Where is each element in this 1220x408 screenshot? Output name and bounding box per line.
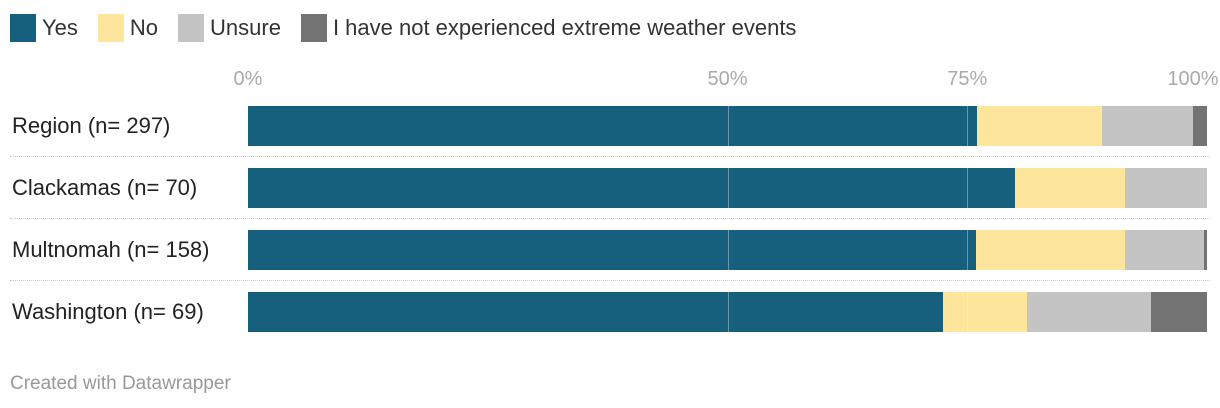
bar-segment xyxy=(248,168,1016,208)
bar-segment xyxy=(1125,230,1205,270)
x-tick-label: 0% xyxy=(233,68,263,90)
legend-swatch xyxy=(300,14,327,42)
legend-item: I have not experienced extreme weather e… xyxy=(300,14,797,42)
chart-row: Multnomah (n= 158) xyxy=(0,228,1220,272)
legend-swatch xyxy=(10,14,36,42)
chart-row: Clackamas (n= 70) xyxy=(0,166,1220,210)
bar-segment xyxy=(1124,168,1207,208)
bar-segment xyxy=(248,230,976,270)
credit-text: Created with Datawrapper xyxy=(10,373,231,394)
legend-label: No xyxy=(129,15,159,40)
row-separator xyxy=(10,218,1210,219)
bar-segment xyxy=(943,292,1027,332)
legend-swatch xyxy=(178,14,205,42)
bar-segment xyxy=(1015,168,1125,208)
category-label: Washington (n= 69) xyxy=(12,299,204,324)
category-label: Multnomah (n= 158) xyxy=(12,237,210,262)
x-axis-ticks: 0% 50% 75% 100% xyxy=(0,68,1220,98)
legend-item: Yes xyxy=(10,14,78,42)
legend-item: No xyxy=(97,14,159,42)
bar-segment xyxy=(1026,292,1152,332)
legend-label: Unsure xyxy=(210,15,281,40)
stacked-bar xyxy=(248,168,1207,208)
bar-segment xyxy=(248,292,944,332)
bar-segment xyxy=(1102,106,1193,146)
bar-segment xyxy=(248,106,977,146)
row-separator xyxy=(10,280,1210,281)
stacked-bar xyxy=(248,292,1207,332)
bar-segment xyxy=(976,106,1103,146)
chart-legend: Yes No Unsure I have not experienced extrem… xyxy=(10,12,816,44)
category-label: Clackamas (n= 70) xyxy=(12,175,198,200)
legend-item: Unsure xyxy=(178,14,281,42)
bar-segment xyxy=(1204,230,1207,270)
bar-segment xyxy=(1151,292,1207,332)
legend-swatch xyxy=(97,14,124,42)
x-tick-label: 50% xyxy=(707,68,748,90)
stacked-bar xyxy=(248,230,1207,270)
bar-segment xyxy=(1192,106,1207,146)
category-label: Region (n= 297) xyxy=(12,113,171,138)
bar-segment xyxy=(975,230,1126,270)
chart-row: Washington (n= 69) xyxy=(0,290,1220,334)
x-tick-label: 100% xyxy=(1167,68,1219,90)
legend-label: I have not experienced extreme weather e… xyxy=(332,15,797,40)
chart-row: Region (n= 297) xyxy=(0,104,1220,148)
row-separator xyxy=(10,156,1210,157)
legend-label: Yes xyxy=(42,15,78,40)
stacked-bar xyxy=(248,106,1207,146)
x-tick-label: 75% xyxy=(947,68,988,90)
